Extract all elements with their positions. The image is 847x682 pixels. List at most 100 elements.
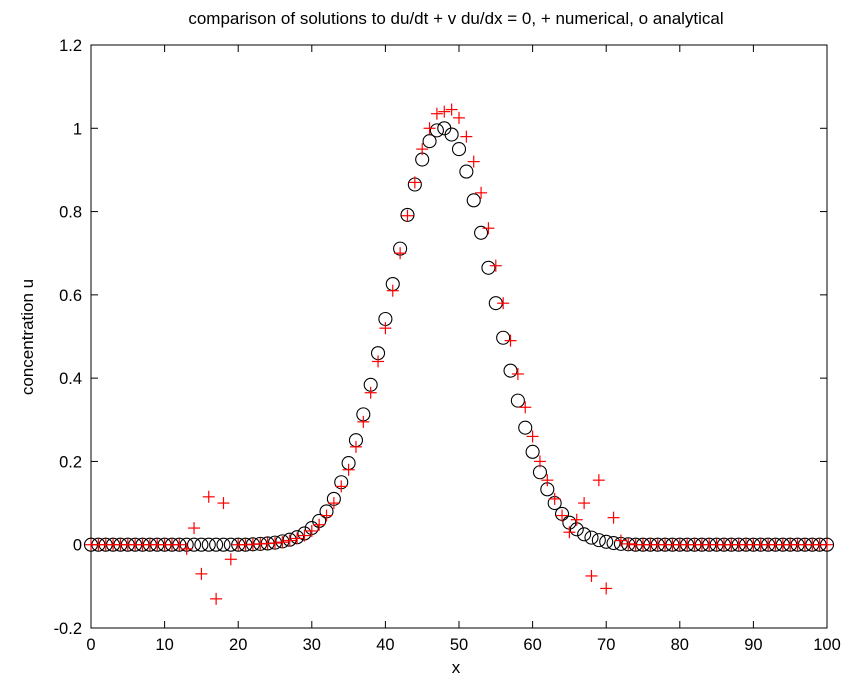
x-axis-ticks: 0 10 20 30 40 50 60 70 80 90 100 bbox=[86, 45, 841, 654]
numerical-point bbox=[423, 122, 436, 135]
x-tick-label: 30 bbox=[303, 636, 321, 654]
numerical-point bbox=[372, 355, 385, 368]
numerical-point bbox=[482, 222, 495, 235]
numerical-point bbox=[489, 259, 502, 272]
analytical-point bbox=[459, 164, 474, 179]
numerical-point bbox=[445, 103, 458, 116]
analytical-point bbox=[186, 537, 202, 552]
numerical-point bbox=[592, 474, 605, 487]
numerical-point bbox=[585, 569, 598, 582]
y-tick-label: 1.2 bbox=[59, 37, 82, 55]
analytical-point bbox=[201, 537, 216, 552]
numerical-point bbox=[173, 538, 186, 551]
numerical-point bbox=[298, 529, 311, 542]
numerical-point bbox=[416, 143, 429, 156]
numerical-point bbox=[195, 567, 208, 580]
numerical-point bbox=[614, 534, 627, 547]
numerical-point bbox=[379, 322, 392, 335]
numerical-point bbox=[394, 247, 407, 260]
numerical-point bbox=[276, 536, 289, 549]
numerical-point bbox=[202, 490, 215, 503]
numerical-point bbox=[821, 538, 833, 551]
y-tick-label: 0 bbox=[73, 537, 82, 555]
x-tick-label: 70 bbox=[597, 636, 615, 654]
numerical-point bbox=[600, 582, 613, 595]
x-tick-label: 40 bbox=[376, 636, 394, 654]
x-tick-label: 20 bbox=[229, 636, 247, 654]
y-axis-label: concentration u bbox=[18, 279, 37, 395]
analytical-point bbox=[496, 330, 511, 345]
numerical-point bbox=[526, 430, 539, 443]
analytical-point bbox=[606, 535, 621, 551]
y-tick-label: 0.8 bbox=[59, 204, 82, 222]
numerical-point bbox=[305, 524, 318, 537]
x-tick-label: 0 bbox=[86, 636, 95, 654]
y-tick-label: 0.4 bbox=[59, 370, 82, 388]
numerical-point bbox=[519, 401, 532, 414]
numerical-point bbox=[210, 592, 223, 605]
chart-title: comparison of solutions to du/dt + v du/… bbox=[188, 9, 723, 28]
numerical-point bbox=[563, 526, 576, 539]
analytical-point bbox=[591, 533, 606, 548]
numerical-point bbox=[335, 480, 348, 493]
numerical-point bbox=[224, 553, 237, 566]
numerical-point bbox=[548, 492, 561, 505]
numerical-point bbox=[497, 297, 510, 310]
numerical-point bbox=[556, 509, 569, 522]
analytical-point bbox=[577, 527, 592, 542]
analytical-point bbox=[444, 127, 459, 142]
analytical-point bbox=[525, 444, 540, 459]
numerical-point bbox=[578, 497, 591, 510]
x-axis-label: x bbox=[452, 658, 461, 677]
numerical-point bbox=[320, 509, 333, 522]
numerical-point bbox=[291, 532, 304, 545]
numerical-point bbox=[269, 537, 281, 550]
numerical-point bbox=[570, 513, 583, 526]
analytical-point bbox=[481, 260, 496, 275]
x-tick-label: 50 bbox=[450, 636, 468, 654]
analytical-point bbox=[599, 534, 614, 549]
y-tick-label: 1 bbox=[73, 120, 82, 138]
analytical-point bbox=[216, 537, 231, 552]
x-tick-label: 100 bbox=[813, 636, 841, 654]
analytical-point bbox=[429, 123, 444, 138]
y-axis-ticks: -0.2 0 0.2 0.4 0.6 0.8 1 1.2 bbox=[54, 37, 827, 638]
analytical-point bbox=[451, 142, 467, 157]
numerical-point bbox=[313, 518, 326, 531]
y-tick-label: 0.2 bbox=[59, 453, 82, 471]
numerical-point bbox=[188, 522, 201, 535]
numerical-point bbox=[453, 111, 465, 124]
y-tick-label: 0.6 bbox=[59, 287, 82, 305]
x-tick-label: 80 bbox=[671, 636, 689, 654]
numerical-point bbox=[357, 415, 370, 428]
numerical-point bbox=[386, 284, 399, 297]
analytical-point bbox=[194, 537, 209, 552]
numerical-point bbox=[327, 497, 340, 510]
analytical-point bbox=[474, 225, 489, 240]
series-numerical bbox=[85, 103, 833, 605]
numerical-point bbox=[541, 474, 554, 487]
analytical-point bbox=[584, 530, 599, 545]
x-tick-label: 60 bbox=[523, 636, 541, 654]
numerical-point bbox=[364, 386, 377, 399]
numerical-point bbox=[408, 176, 421, 189]
numerical-point bbox=[283, 534, 296, 547]
numerical-point bbox=[467, 155, 480, 168]
numerical-point bbox=[504, 334, 517, 347]
numerical-point bbox=[217, 497, 230, 510]
numerical-point bbox=[342, 463, 355, 476]
numerical-point bbox=[622, 537, 635, 550]
numerical-point bbox=[475, 186, 488, 199]
numerical-point bbox=[460, 130, 473, 143]
analytical-point bbox=[466, 193, 481, 208]
analytical-point bbox=[209, 537, 224, 552]
numerical-point bbox=[180, 542, 193, 555]
x-tick-label: 90 bbox=[744, 636, 762, 654]
analytical-point bbox=[518, 420, 533, 435]
analytical-point bbox=[510, 393, 525, 408]
numerical-point bbox=[511, 367, 524, 380]
x-tick-label: 10 bbox=[155, 636, 173, 654]
y-tick-label: -0.2 bbox=[54, 620, 82, 638]
analytical-point bbox=[422, 134, 437, 149]
